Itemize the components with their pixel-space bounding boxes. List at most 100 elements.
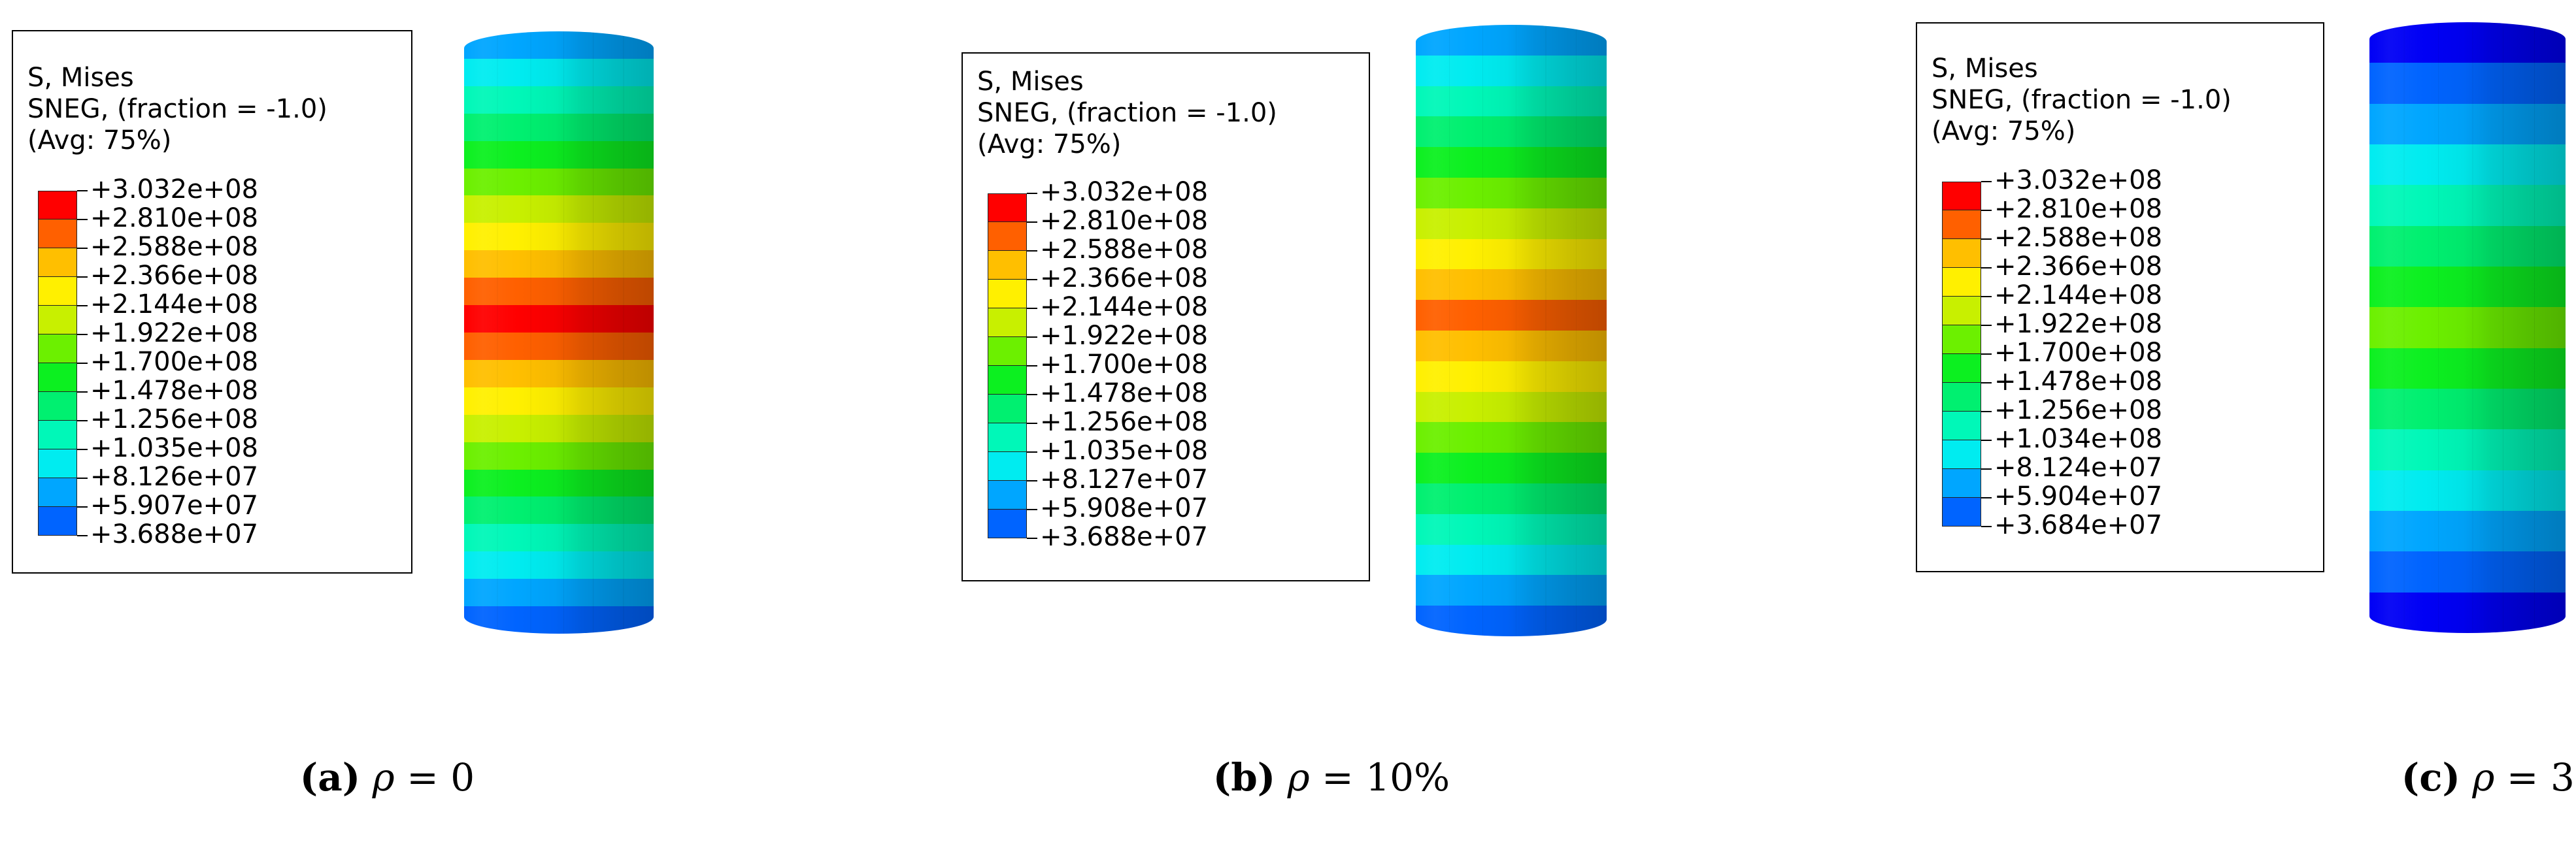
scale-tick [1981,210,1992,211]
color-swatch [38,507,77,536]
cylinder-stress-contour [1416,25,1607,636]
color-swatch [988,510,1027,538]
color-swatch [1942,182,1981,210]
legend-box: S, Mises SNEG, (fraction = -1.0) (Avg: 7… [1916,22,2324,572]
scale-tick [1981,296,1992,297]
color-swatch [38,478,77,507]
scale-value-label: +2.366e+08 [1994,252,2162,281]
color-swatch [988,452,1027,481]
scale-value-label: +8.124e+07 [1994,453,2162,482]
color-swatch [38,392,77,421]
scale-tick [1027,394,1037,395]
scale-tick [1981,411,1992,412]
scale-value-label: +2.144e+08 [90,290,258,319]
scale-value-label: +1.478e+08 [1994,367,2162,396]
scale-tick [77,449,88,450]
scale-value-label: +3.684e+07 [1994,511,2162,540]
scale-tick [1027,250,1037,252]
color-swatch [1942,412,1981,440]
scale-tick [1027,451,1037,453]
caption-symbol: ρ [373,755,395,800]
scale-value-label: +5.904e+07 [1994,482,2162,511]
caption-label: (b) [1213,755,1275,800]
color-swatch [38,306,77,334]
scale-value-label: +1.478e+08 [1040,379,1208,408]
scale-value-label: +1.256e+08 [1994,396,2162,425]
color-swatch [1942,498,1981,527]
scale-tick [77,420,88,421]
scale-value-label: +5.907e+07 [90,491,258,520]
scale-value-label: +1.700e+08 [1994,338,2162,367]
scale-value-label: +1.922e+08 [1994,310,2162,338]
scale-tick [1027,538,1037,539]
color-swatch [1942,268,1981,297]
scale-value-label: +1.922e+08 [1040,321,1208,350]
cylinder-stress-contour [464,31,654,634]
scale-tick [1981,497,1992,498]
scale-tick [77,478,88,479]
color-swatch [988,481,1027,510]
color-swatch [38,220,77,248]
caption-value: = 0 [395,755,475,800]
legend-title-averaging: (Avg: 75%) [1932,116,2075,146]
scale-value-label: +3.688e+07 [1040,523,1208,551]
scale-tick [77,305,88,306]
caption-value: = 10% [1310,755,1450,800]
scale-tick [77,391,88,393]
color-swatch [988,423,1027,452]
legend-title-averaging: (Avg: 75%) [977,129,1121,159]
scale-value-label: +1.478e+08 [90,376,258,405]
scale-value-label: +3.032e+08 [1994,166,2162,195]
caption-a: (a) ρ = 0 [252,709,475,846]
scale-value-label: +8.127e+07 [1040,465,1208,494]
scale-value-label: +1.034e+08 [1994,425,2162,453]
scale-value-label: +1.700e+08 [90,348,258,376]
scale-tick [1027,193,1037,194]
scale-value-label: +2.810e+08 [90,204,258,233]
caption-symbol: ρ [2472,755,2494,800]
caption-c: (c) ρ = 30% [2353,709,2576,846]
scale-tick [1981,267,1992,268]
scale-value-label: +2.810e+08 [1994,195,2162,223]
color-swatch [1942,297,1981,325]
scale-tick [77,248,88,249]
color-swatch [1942,325,1981,354]
scale-value-label: +1.256e+08 [1040,408,1208,436]
color-swatch [988,337,1027,366]
scale-value-label: +2.588e+08 [1994,223,2162,252]
color-swatch [38,191,77,220]
scale-tick [1981,325,1992,326]
caption-value: = 30% [2495,755,2576,800]
scale-tick [1981,353,1992,355]
scale-value-label: +3.032e+08 [90,175,258,204]
scale-value-label: +2.366e+08 [90,261,258,290]
cylinder-shading [1416,25,1607,636]
color-swatch [988,280,1027,308]
scale-tick [1981,440,1992,441]
scale-value-label: +1.700e+08 [1040,350,1208,379]
scale-tick [77,219,88,220]
cylinder-stress-contour [2369,22,2566,633]
scale-tick [1981,468,1992,470]
caption-b: (b) ρ = 10% [1165,709,1450,846]
legend-title-section: SNEG, (fraction = -1.0) [1932,85,2232,115]
scale-value-label: +2.144e+08 [1040,293,1208,321]
legend-title-section: SNEG, (fraction = -1.0) [27,94,327,124]
scale-tick [1027,221,1037,223]
caption-symbol: ρ [1288,755,1310,800]
scale-value-label: +3.032e+08 [1040,178,1208,206]
scale-value-label: +3.688e+07 [90,520,258,549]
scale-tick [77,506,88,508]
scale-value-label: +2.810e+08 [1040,206,1208,235]
legend-title-variable: S, Mises [27,63,134,93]
panel-b: S, Mises SNEG, (fraction = -1.0) (Avg: 7… [850,0,1699,776]
scale-tick [1027,365,1037,366]
scale-tick [1981,526,1992,527]
scale-tick [77,190,88,191]
color-swatch [1942,383,1981,412]
scale-tick [1981,238,1992,240]
color-swatch [988,193,1027,222]
panel-a: S, Mises SNEG, (fraction = -1.0) (Avg: 7… [0,0,850,776]
scale-value-label: +1.922e+08 [90,319,258,348]
color-swatch [988,308,1027,337]
